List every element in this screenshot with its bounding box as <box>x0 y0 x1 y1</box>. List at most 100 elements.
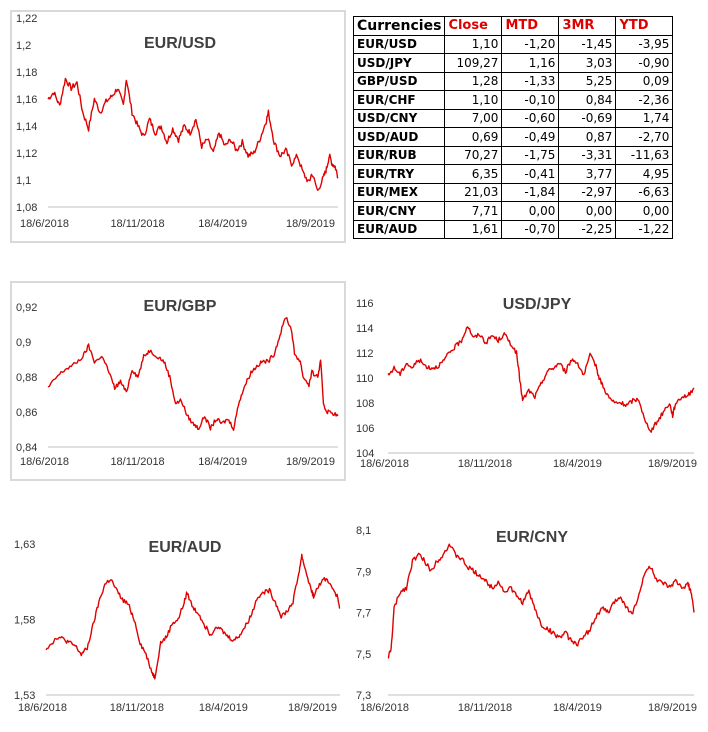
x-tick-label: 18/6/2018 <box>18 702 67 714</box>
y-tick-label: 106 <box>356 423 374 435</box>
chart-title: EUR/GBP <box>144 298 217 315</box>
x-tick-label: 18/11/2018 <box>110 456 164 468</box>
y-tick-label: 1,22 <box>16 13 37 25</box>
row-value: 7,00 <box>444 108 503 128</box>
y-tick-label: 1,14 <box>16 121 37 133</box>
row-value: -0,60 <box>501 108 560 128</box>
row-value: 0,00 <box>615 201 674 221</box>
euraud-chart: 1,63 1,58 1,53 18/6/2018 18/11/2018 18/4/2019… <box>10 520 346 725</box>
row-pair: EUR/CHF <box>352 90 446 110</box>
y-tick-label: 7,3 <box>356 690 371 702</box>
table-row: EUR/MEX 21,03 -1,84 -2,97 -6,63 <box>352 182 674 202</box>
row-pair: EUR/TRY <box>352 164 446 184</box>
y-tick-label: 7,9 <box>356 566 371 578</box>
row-value: 0,09 <box>615 71 674 91</box>
row-value: 0,87 <box>558 127 617 147</box>
eurgbp-chart: 0,92 0,9 0,88 0,86 0,84 18/6/2018 18/11/2018 18… <box>10 281 346 481</box>
x-tick-label: 18/4/2019 <box>198 218 247 230</box>
x-tick-label: 18/11/2018 <box>458 702 512 714</box>
row-value: -2,25 <box>558 219 617 239</box>
row-pair: EUR/USD <box>352 34 446 54</box>
x-tick-label: 18/4/2019 <box>198 456 247 468</box>
row-value: -11,63 <box>615 145 674 165</box>
x-tick-label: 18/9/2019 <box>286 218 335 230</box>
chart-title: EUR/AUD <box>149 539 222 556</box>
row-value: 5,25 <box>558 71 617 91</box>
row-value: -0,90 <box>615 53 674 73</box>
y-tick-label: 1,2 <box>16 40 31 52</box>
currencies-table: Currencies Close MTD 3MR YTD EUR/USD 1,10… <box>352 16 674 239</box>
table-row: USD/AUD 0,69 -0,49 0,87 -2,70 <box>352 127 674 147</box>
row-pair: GBP/USD <box>352 71 446 91</box>
table-row: EUR/CHF 1,10 -0,10 0,84 -2,36 <box>352 90 674 110</box>
table-header-row: Currencies Close MTD 3MR YTD <box>352 16 674 36</box>
y-tick-label: 7,7 <box>356 608 371 620</box>
column-header-close: Close <box>444 16 503 36</box>
table-row: EUR/RUB 70,27 -1,75 -3,31 -11,63 <box>352 145 674 165</box>
x-tick-label: 18/6/2018 <box>20 456 69 468</box>
y-tick-label: 1,18 <box>16 67 37 79</box>
row-value: -1,84 <box>501 182 560 202</box>
row-value: -2,36 <box>615 90 674 110</box>
x-tick-label: 18/4/2019 <box>199 702 248 714</box>
column-header-mtd: MTD <box>501 16 560 36</box>
row-value: 1,16 <box>501 53 560 73</box>
y-tick-label: 112 <box>356 348 374 360</box>
row-value: -2,70 <box>615 127 674 147</box>
chart-title: EUR/USD <box>144 35 216 52</box>
row-pair: USD/AUD <box>352 127 446 147</box>
y-tick-label: 0,84 <box>16 442 37 454</box>
y-tick-label: 1,63 <box>14 539 35 551</box>
row-value: 1,10 <box>444 34 503 54</box>
column-header-3mr: 3MR <box>558 16 617 36</box>
row-value: -0,69 <box>558 108 617 128</box>
y-tick-label: 0,92 <box>16 302 37 314</box>
x-tick-label: 18/9/2019 <box>648 458 697 470</box>
row-value: -1,22 <box>615 219 674 239</box>
usdjpy-chart: 116 114 112 110 108 106 104 18/6/2018 18/11/2018… <box>352 281 706 481</box>
row-value: -1,75 <box>501 145 560 165</box>
row-value: -1,45 <box>558 34 617 54</box>
eurusd-series-line <box>47 77 339 191</box>
row-value: -2,97 <box>558 182 617 202</box>
table-row: GBP/USD 1,28 -1,33 5,25 0,09 <box>352 71 674 91</box>
row-pair: EUR/CNY <box>352 201 446 221</box>
eurcny-plot: 8,1 7,9 7,7 7,5 7,318/6/2018 18/11/2018 18/4/2… <box>356 525 697 714</box>
table-title: Currencies <box>352 16 446 36</box>
y-tick-label: 1,53 <box>14 690 35 702</box>
y-tick-label: 0,88 <box>16 372 37 384</box>
row-value: -0,70 <box>501 219 560 239</box>
y-tick-label: 104 <box>356 448 374 460</box>
x-tick-label: 18/11/2018 <box>110 218 164 230</box>
usdjpy-series-line <box>387 326 695 433</box>
row-value: 0,69 <box>444 127 503 147</box>
row-pair: USD/JPY <box>352 53 446 73</box>
table-row: EUR/AUD 1,61 -0,70 -2,25 -1,22 <box>352 219 674 239</box>
row-value: 70,27 <box>444 145 503 165</box>
x-tick-label: 18/9/2019 <box>288 702 337 714</box>
y-tick-label: 1,08 <box>16 202 37 214</box>
eurgbp-series-line <box>47 317 339 432</box>
chart-title: USD/JPY <box>503 296 572 313</box>
x-tick-label: 18/11/2018 <box>110 702 164 714</box>
row-value: -0,10 <box>501 90 560 110</box>
row-value: 1,61 <box>444 219 503 239</box>
x-tick-label: 18/6/2018 <box>20 218 69 230</box>
x-tick-label: 18/4/2019 <box>553 458 602 470</box>
y-tick-label: 8,1 <box>356 525 371 537</box>
table-row: USD/JPY 109,27 1,16 3,03 -0,90 <box>352 53 674 73</box>
y-tick-label: 1,1 <box>16 175 31 187</box>
row-value: -0,41 <box>501 164 560 184</box>
row-value: 1,74 <box>615 108 674 128</box>
y-tick-label: 7,5 <box>356 649 371 661</box>
row-pair: EUR/RUB <box>352 145 446 165</box>
row-value: 109,27 <box>444 53 503 73</box>
row-value: 0,84 <box>558 90 617 110</box>
row-value: 3,77 <box>558 164 617 184</box>
x-tick-label: 18/9/2019 <box>648 702 697 714</box>
row-value: 4,95 <box>615 164 674 184</box>
table-row: EUR/CNY 7,71 0,00 0,00 0,00 <box>352 201 674 221</box>
y-tick-label: 114 <box>356 323 374 335</box>
